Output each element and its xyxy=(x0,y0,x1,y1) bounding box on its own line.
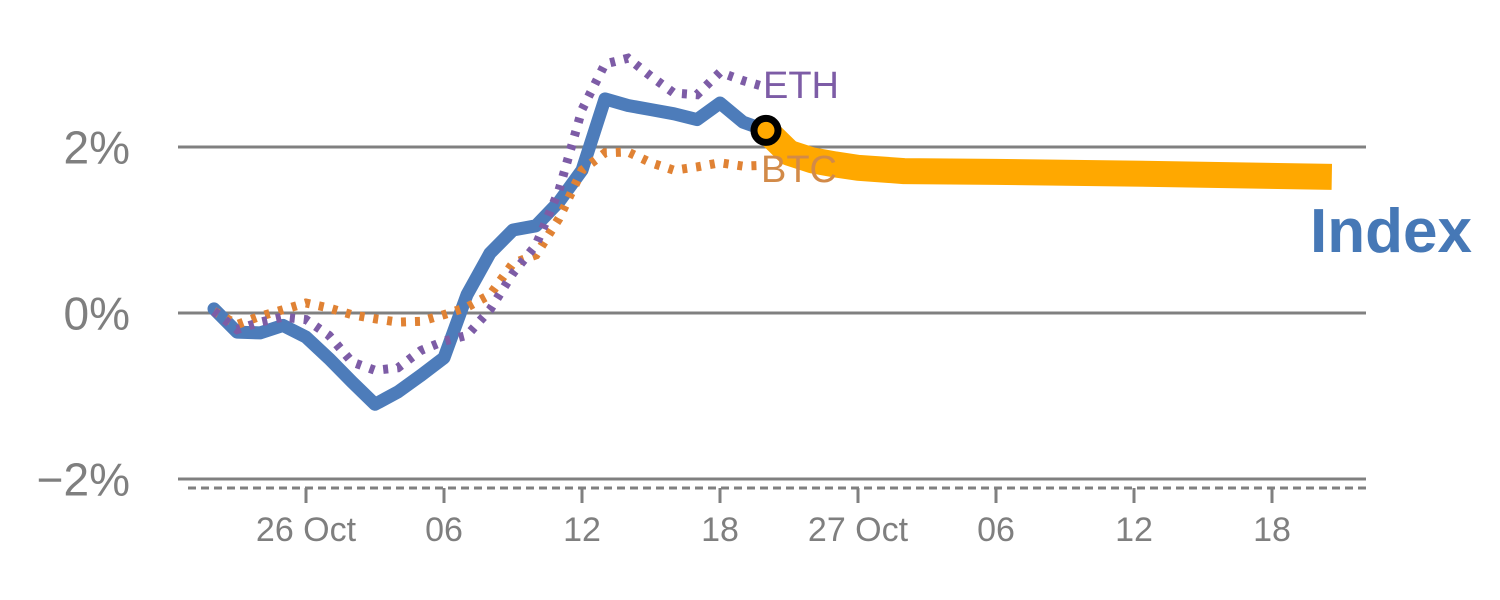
series-label-index: Index xyxy=(1310,197,1472,266)
x-tick-label: 06 xyxy=(425,511,463,549)
y-tick-label: −2% xyxy=(37,454,130,506)
y-tick-label: 0% xyxy=(64,288,130,340)
series-eth-line xyxy=(211,53,768,375)
series-btc-line xyxy=(211,147,767,330)
series-label-eth: ETH xyxy=(763,65,839,107)
x-tick-label: 12 xyxy=(563,511,601,549)
series-index-projection-line xyxy=(756,121,1333,190)
x-tick-label: 26 Oct xyxy=(256,511,357,549)
y-tick-label: 2% xyxy=(64,122,130,174)
x-tick-label: 12 xyxy=(1115,511,1153,549)
x-tick-label: 18 xyxy=(1253,511,1291,549)
series-label-btc: BTC xyxy=(761,149,837,191)
series-index-line xyxy=(207,92,773,411)
x-tick-label: 18 xyxy=(701,511,739,549)
x-tick-label: 27 Oct xyxy=(808,511,909,549)
x-tick-label: 06 xyxy=(977,511,1015,549)
current-point-marker xyxy=(750,114,782,146)
